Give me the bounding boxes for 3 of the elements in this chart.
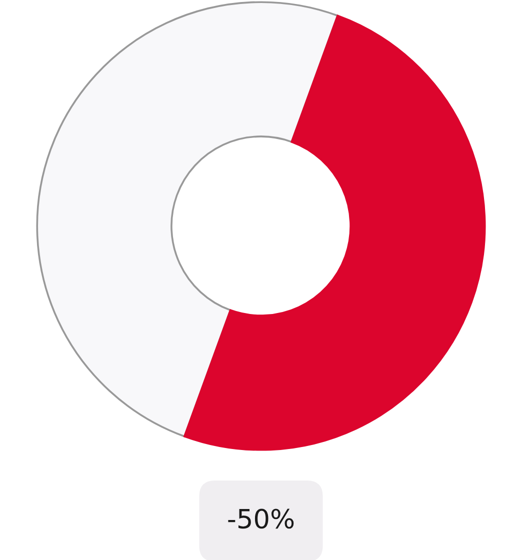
text: -50% <box>228 508 294 529</box>
donut-slice <box>184 14 486 451</box>
donut-slice <box>36 1 338 438</box>
